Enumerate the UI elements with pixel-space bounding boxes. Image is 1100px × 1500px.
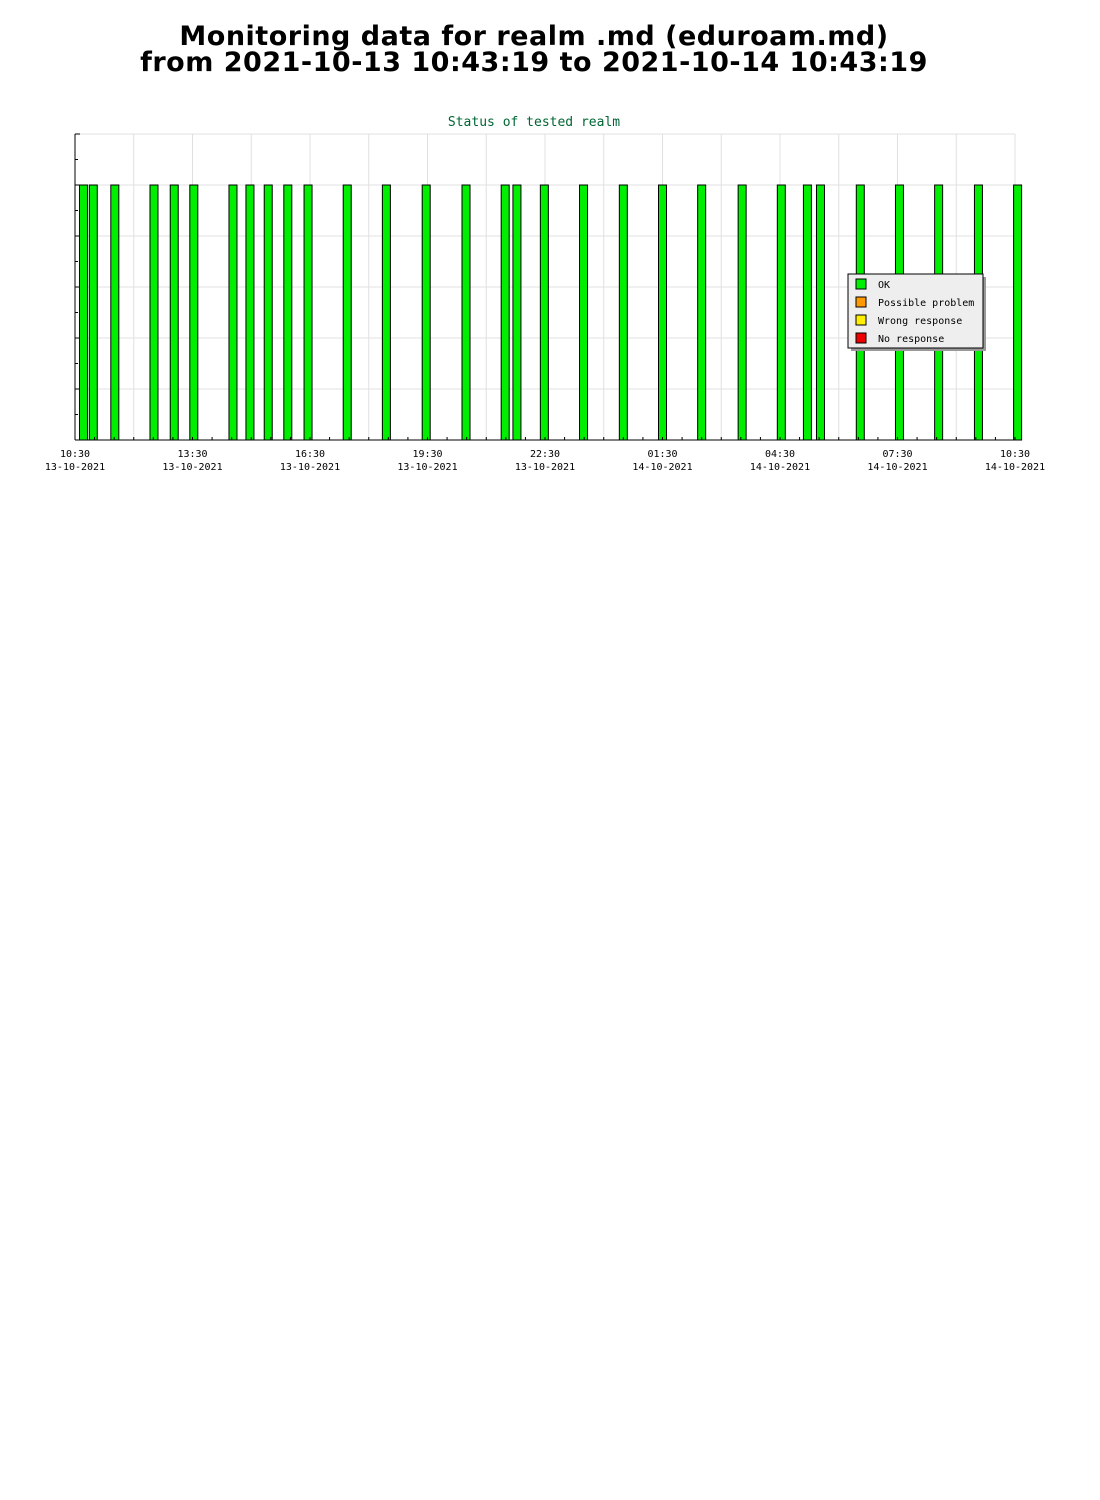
bar-ok <box>110 184 120 441</box>
x-tick-label-date: 13-10-2021 <box>280 462 340 473</box>
legend-swatch <box>855 296 867 308</box>
legend: OK Possible problem Wrong response No respo… <box>847 273 986 351</box>
bar-ok <box>776 184 786 441</box>
x-tick-label-time: 04:30 <box>765 449 795 460</box>
bar-ok <box>342 184 352 441</box>
bar-ok <box>421 184 431 441</box>
x-tick-label-time: 13:30 <box>177 449 207 460</box>
legend-swatch <box>855 314 867 326</box>
bar-ok <box>228 184 238 441</box>
x-tick-label-time: 10:30 <box>1000 449 1030 460</box>
page-title: Monitoring data for realm .md (eduroam.m… <box>0 21 1068 78</box>
bar-ok <box>78 184 88 441</box>
bar-ok <box>263 184 273 441</box>
bar-ok <box>461 184 471 441</box>
page-title-line-2: from 2021-10-13 10:43:19 to 2021-10-14 1… <box>140 47 928 78</box>
x-tick-label-date: 14-10-2021 <box>750 462 810 473</box>
legend-label: OK <box>878 280 890 291</box>
x-tick-label-date: 14-10-2021 <box>632 462 692 473</box>
axes <box>74 133 1016 441</box>
bar-ok <box>737 184 747 441</box>
bar-ok <box>802 184 812 441</box>
bar-ok <box>381 184 391 441</box>
legend-box <box>847 273 984 349</box>
x-tick-label-date: 13-10-2021 <box>515 462 575 473</box>
bar-ok <box>283 184 293 441</box>
bar-ok <box>697 184 707 441</box>
legend-label: No response <box>878 334 944 345</box>
bar-ok <box>1013 184 1023 441</box>
bar-ok <box>88 184 98 441</box>
chart-title: Status of tested realm <box>448 115 620 130</box>
bar-ok <box>189 184 199 441</box>
legend-swatch <box>855 278 867 290</box>
x-tick-label-time: 01:30 <box>647 449 677 460</box>
bar-ok <box>245 184 255 441</box>
x-tick-labels: 10:30 13-10-2021 13:30 13-10-2021 16:30 13-10… <box>45 449 1045 473</box>
legend-label: Possible problem <box>878 298 974 309</box>
legend-swatch <box>855 332 867 344</box>
bar-ok <box>500 184 510 441</box>
bar-ok <box>539 184 549 441</box>
page-title-line-1: Monitoring data for realm .md (eduroam.m… <box>179 21 889 52</box>
bar-ok <box>618 184 628 441</box>
bar-ok <box>658 184 667 441</box>
bar-ok <box>169 184 179 441</box>
x-tick-label-time: 19:30 <box>412 449 442 460</box>
bar-ok <box>149 184 159 441</box>
x-tick-label-time: 22:30 <box>530 449 560 460</box>
bar-ok <box>579 184 589 441</box>
bar-ok <box>303 184 313 441</box>
x-tick-label-date: 13-10-2021 <box>397 462 457 473</box>
x-tick-label-time: 07:30 <box>882 449 912 460</box>
x-tick-label-date: 13-10-2021 <box>162 462 222 473</box>
bar-ok <box>815 184 825 441</box>
bar-ok <box>512 184 522 441</box>
legend-label: Wrong response <box>878 316 962 327</box>
status-chart: Status of tested realm 10:30 13-10-2021 13… <box>45 115 1045 473</box>
x-tick-label-date: 14-10-2021 <box>867 462 927 473</box>
x-tick-label-time: 10:30 <box>60 449 90 460</box>
x-tick-label-date: 13-10-2021 <box>45 462 105 473</box>
x-tick-label-date: 14-10-2021 <box>985 462 1045 473</box>
x-tick-label-time: 16:30 <box>295 449 325 460</box>
